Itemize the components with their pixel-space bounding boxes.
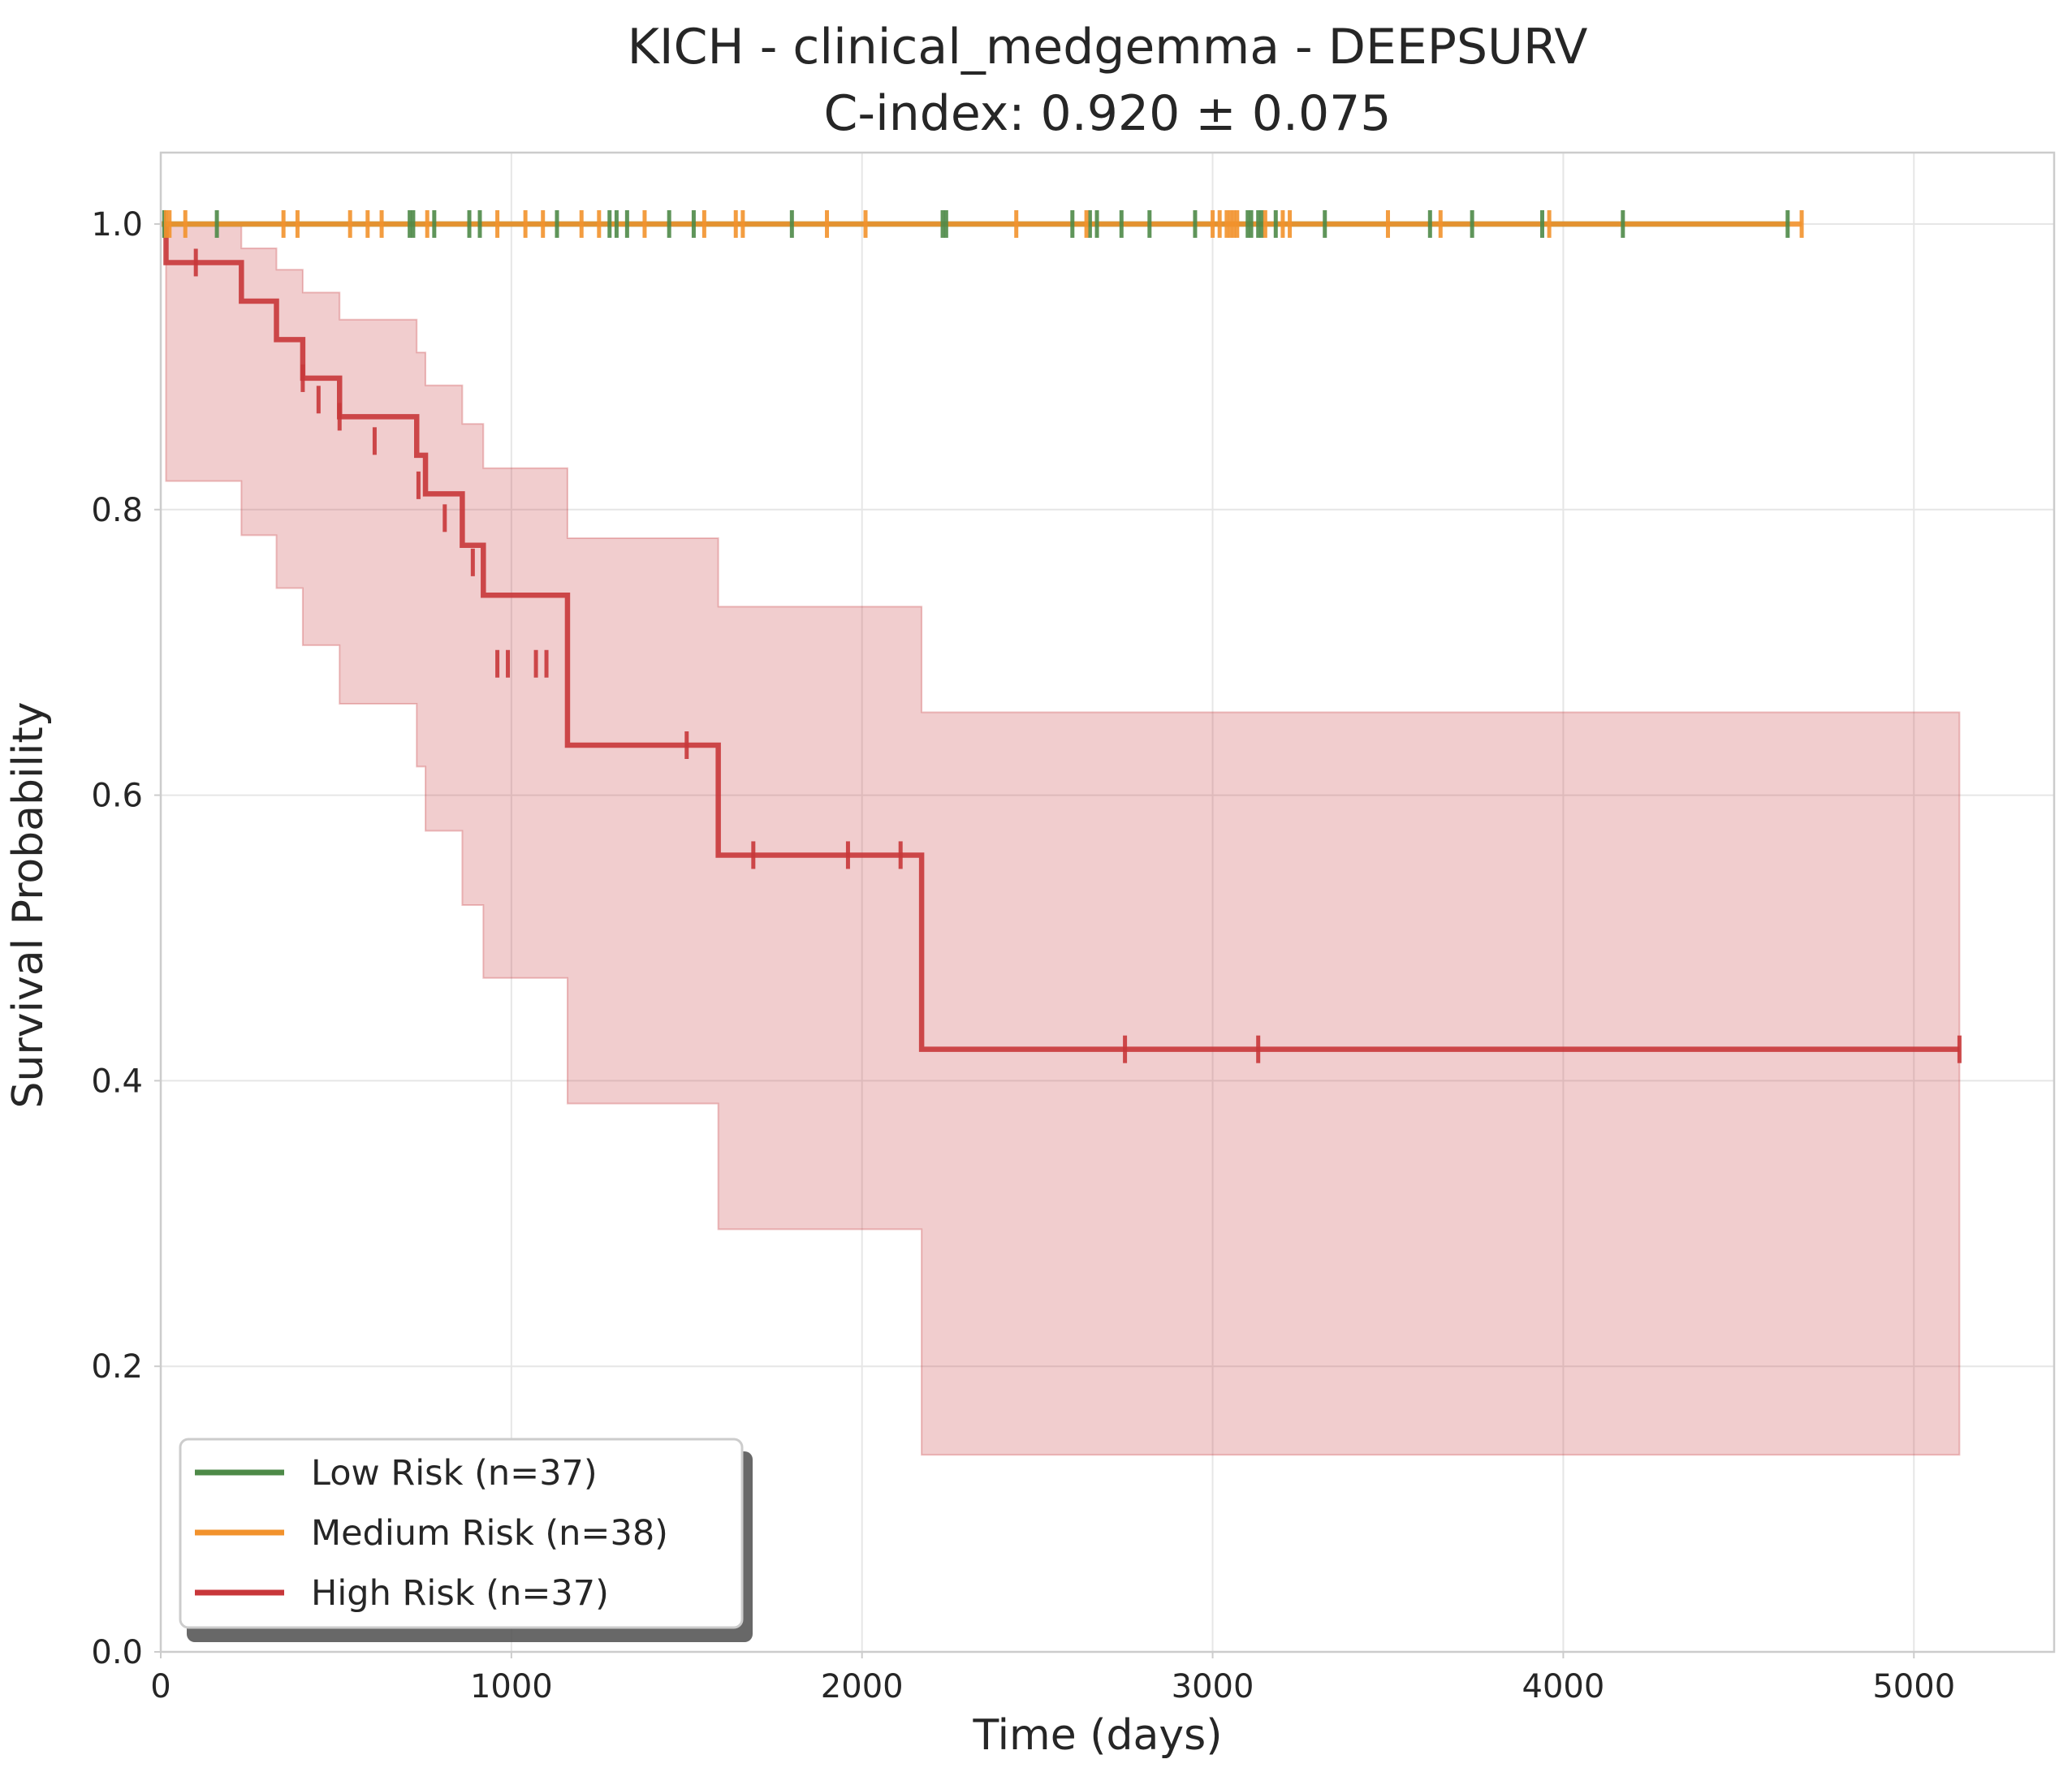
chart-subtitle: C-index: 0.920 ± 0.075 bbox=[824, 85, 1392, 142]
chart-title: KICH - clinical_medgemma - DEEPSURV bbox=[628, 19, 1588, 75]
legend-label: High Risk (n=37) bbox=[311, 1573, 609, 1614]
censor-markers bbox=[162, 209, 1962, 1063]
legend-label: Medium Risk (n=38) bbox=[311, 1513, 668, 1554]
plot-frame bbox=[159, 151, 2056, 1653]
ci-band-high-risk bbox=[161, 222, 1961, 1456]
legend: Low Risk (n=37) Medium Risk (n=38) High Ri… bbox=[179, 1438, 753, 1642]
legend-label: Low Risk (n=37) bbox=[311, 1453, 598, 1494]
x-tick-label: 0 bbox=[150, 1668, 171, 1705]
x-tick-label: 5000 bbox=[1872, 1668, 1955, 1705]
y-tick-label: 0.0 bbox=[91, 1634, 143, 1671]
y-tick-label: 0.8 bbox=[91, 492, 143, 529]
axis-ticks: 0 1000 2000 3000 4000 5000 0.0 0.2 0.4 0.6 0.8 1.0 bbox=[91, 206, 1955, 1705]
y-axis-label: Survival Probability bbox=[4, 701, 53, 1108]
x-axis-label: Time (days) bbox=[972, 1711, 1222, 1760]
y-tick-label: 1.0 bbox=[91, 206, 143, 244]
x-tick-label: 2000 bbox=[821, 1668, 904, 1705]
legend-box bbox=[179, 1438, 744, 1629]
y-tick-label: 0.6 bbox=[91, 778, 143, 815]
confidence-bands bbox=[161, 222, 1961, 1456]
survival-curve-2 bbox=[161, 221, 1960, 1052]
x-tick-label: 3000 bbox=[1172, 1668, 1254, 1705]
x-tick-label: 1000 bbox=[470, 1668, 553, 1705]
y-tick-label: 0.2 bbox=[91, 1348, 143, 1386]
y-tick-label: 0.4 bbox=[91, 1063, 143, 1100]
x-tick-label: 4000 bbox=[1522, 1668, 1605, 1705]
